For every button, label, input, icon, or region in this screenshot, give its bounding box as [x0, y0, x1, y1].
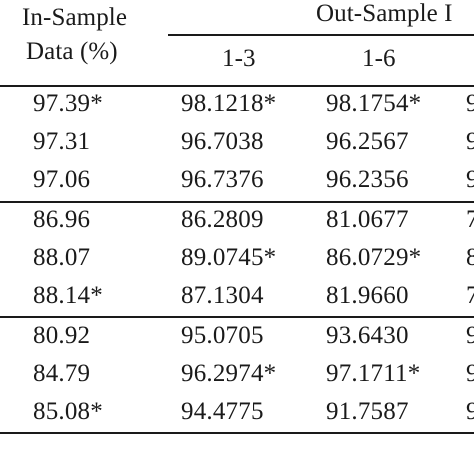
table-cell-in-sample: 86.96 — [33, 206, 91, 233]
table-cell-1-6: 98.1754* — [326, 90, 422, 117]
group-rule-2 — [0, 316, 474, 318]
column-header-1-6: 1-6 — [362, 45, 396, 72]
table-cell-in-sample: 80.92 — [33, 322, 91, 349]
table-cell-1-6: 96.2356 — [326, 166, 409, 193]
table-cell-in-sample: 97.06 — [33, 166, 91, 193]
table-cell-in-sample: 85.08* — [33, 398, 103, 425]
table-cell-1-3: 98.1218* — [181, 90, 277, 117]
table-cell-1-6: 93.6430 — [326, 322, 409, 349]
table-cell-clipped: 9 — [466, 322, 474, 349]
table-cell-1-6: 96.2567 — [326, 128, 409, 155]
table-cell-1-6: 97.1711* — [326, 360, 421, 387]
table-cell-1-3: 96.7038 — [181, 128, 264, 155]
in-sample-header-line2: Data (%) — [26, 38, 118, 65]
table-cell-1-3: 89.0745* — [181, 244, 277, 271]
out-sample-underline — [168, 34, 474, 36]
table-cell-clipped: 9 — [466, 128, 474, 155]
table-cell-in-sample: 97.39* — [33, 90, 103, 117]
header-rule — [0, 85, 474, 87]
table-cell-clipped: 9 — [466, 398, 474, 425]
table-cell-in-sample: 88.14* — [33, 282, 103, 309]
table-cell-in-sample: 97.31 — [33, 128, 91, 155]
table-cell-1-3: 94.4775 — [181, 398, 264, 425]
table-cell-1-6: 81.9660 — [326, 282, 409, 309]
table-cell-clipped: 9 — [466, 360, 474, 387]
table-cell-1-6: 86.0729* — [326, 244, 422, 271]
group-rule-1 — [0, 201, 474, 203]
table-cell-1-3: 95.0705 — [181, 322, 264, 349]
table-cell-clipped: 7 — [466, 282, 474, 309]
table-cell-clipped: 9 — [466, 90, 474, 117]
table-cell-clipped: 7 — [466, 206, 474, 233]
table-cell-1-6: 91.7587 — [326, 398, 409, 425]
out-sample-header: Out-Sample I — [316, 0, 453, 27]
table-cell-1-3: 96.2974* — [181, 360, 277, 387]
table-cell-in-sample: 84.79 — [33, 360, 91, 387]
table-cell-1-6: 81.0677 — [326, 206, 409, 233]
table-cell-clipped: 8 — [466, 244, 474, 271]
table-cell-1-3: 96.7376 — [181, 166, 264, 193]
table-cell-clipped: 9 — [466, 166, 474, 193]
table-cell-in-sample: 88.07 — [33, 244, 91, 271]
bottom-rule — [0, 432, 474, 434]
in-sample-header-line1: In-Sample — [22, 4, 128, 31]
column-header-1-3: 1-3 — [222, 45, 256, 72]
table-cell-1-3: 86.2809 — [181, 206, 264, 233]
table-cell-1-3: 87.1304 — [181, 282, 264, 309]
